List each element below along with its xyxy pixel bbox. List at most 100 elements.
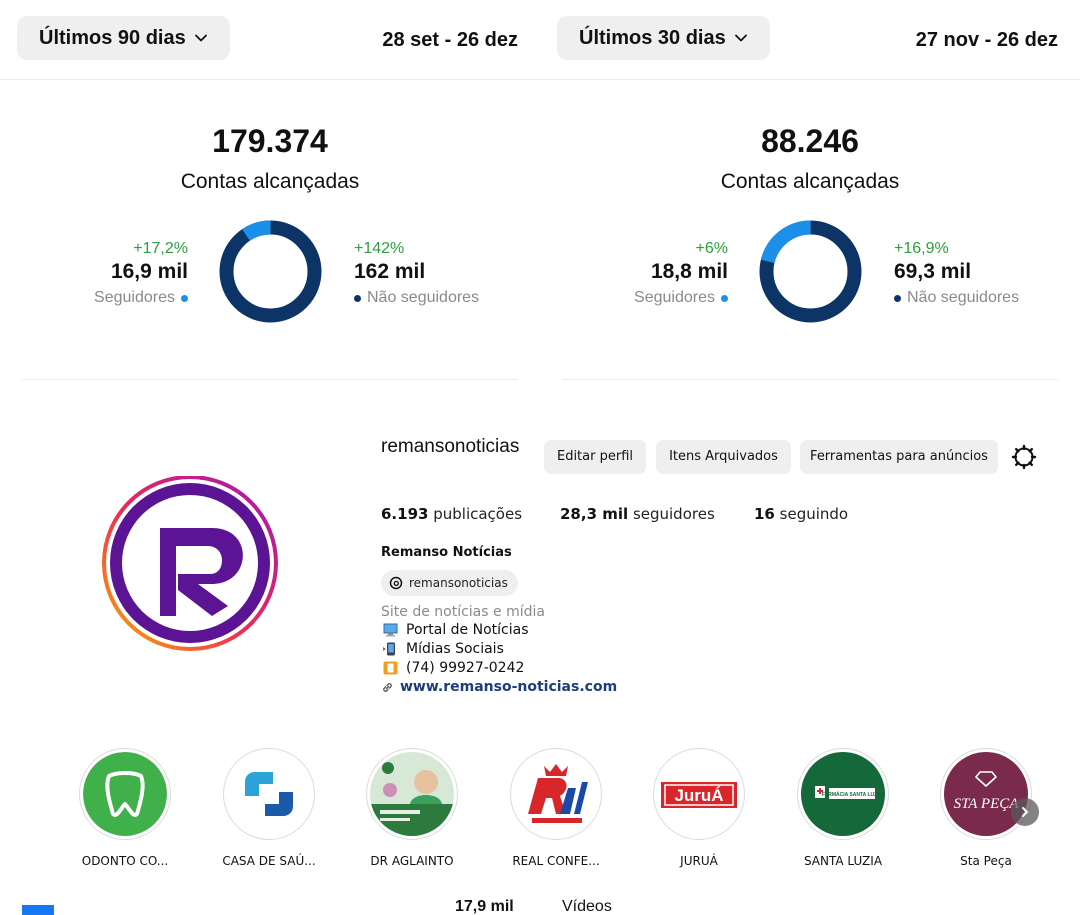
pharmacy-logo-icon: FARMÁCIA SANTA LUZIA xyxy=(801,752,885,836)
remanso-logo xyxy=(102,475,278,651)
videos-label: Vídeos xyxy=(562,898,612,915)
followers-change: +6% xyxy=(695,240,728,257)
edit-profile-button[interactable]: Editar perfil xyxy=(544,440,646,474)
non-followers-label: Não seguidores xyxy=(907,289,1020,306)
non-followers-change: +142% xyxy=(354,240,405,257)
divider xyxy=(22,379,518,380)
followers-value: 18,8 mil xyxy=(650,260,728,283)
profile-display-name: Remanso Notícias xyxy=(381,545,512,560)
highlight-casa-saude[interactable]: CASA DE SAÚ... xyxy=(219,748,319,868)
jurua-logo-icon: JuruÁ xyxy=(657,752,741,836)
highlight-real-confeccoes[interactable]: REAL CONFE... xyxy=(506,748,606,868)
svg-text:JuruÁ: JuruÁ xyxy=(674,786,723,805)
following-number: 16 xyxy=(754,505,775,523)
followers-dot xyxy=(181,294,188,302)
edit-profile-label: Editar perfil xyxy=(556,449,633,464)
profile-website-link[interactable]: www.remanso-noticias.com xyxy=(381,679,617,695)
period-dropdown-30[interactable]: Últimos 30 dias xyxy=(557,16,770,60)
archived-items-button[interactable]: Itens Arquivados xyxy=(656,440,791,474)
bio-line-text: Portal de Notícias xyxy=(406,622,529,638)
sta-peca-logo-icon: STA PEÇA xyxy=(944,752,1028,836)
threads-badge[interactable]: remansonoticias xyxy=(381,570,518,596)
bio-category: Site de notícias e mídia xyxy=(381,604,545,620)
non-followers-stat: +142% 162 mil Não seguidores xyxy=(354,240,479,309)
highlight-odonto[interactable]: ODONTO CO... xyxy=(75,748,175,868)
posts-label: publicações xyxy=(433,505,523,523)
followers-stat: +6% 18,8 mil Seguidores xyxy=(634,240,728,309)
highlight-dr-aglainto[interactable]: DR AGLAINTO xyxy=(362,748,462,868)
ad-tools-label: Ferramentas para anúncios xyxy=(810,449,988,464)
highlights-next-button[interactable] xyxy=(1011,798,1039,826)
followers-dot xyxy=(721,294,728,302)
reach-label: Contas alcançadas xyxy=(180,170,360,193)
settings-gear-icon[interactable] xyxy=(1011,444,1037,470)
following-label: seguindo xyxy=(779,505,849,523)
profile-avatar[interactable] xyxy=(100,475,280,651)
period-label: Últimos 30 dias xyxy=(579,26,726,49)
highlight-name: JURUÁ xyxy=(680,854,718,868)
non-followers-value: 162 mil xyxy=(354,260,426,283)
period-dropdown-90[interactable]: Últimos 90 dias xyxy=(17,16,230,60)
chevron-right-icon xyxy=(1022,807,1029,817)
highlight-name: CASA DE SAÚ... xyxy=(222,854,316,868)
highlight-name: Sta Peça xyxy=(960,854,1012,868)
bio-line-phone: (74) 99927-0242 xyxy=(383,660,524,676)
followers-number: 28,3 mil xyxy=(560,505,629,523)
threads-icon xyxy=(389,576,403,590)
followers-change: +17,2% xyxy=(133,240,188,257)
followers-stat: +17,2% 16,9 mil Seguidores xyxy=(94,240,188,309)
health-logo-icon xyxy=(227,752,311,836)
threads-handle: remansonoticias xyxy=(409,576,508,590)
followers-value: 16,9 mil xyxy=(110,260,188,283)
highlight-santa-luzia[interactable]: FARMÁCIA SANTA LUZIA SANTA LUZIA xyxy=(793,748,893,868)
reach-total: 88.246 xyxy=(761,123,859,159)
videos-count: 17,9 mil xyxy=(455,898,514,915)
bio-line-social: Mídias Sociais xyxy=(383,641,504,657)
period-bar-30: Últimos 30 dias 27 nov - 26 dez xyxy=(540,0,1080,80)
non-followers-segment xyxy=(219,220,322,323)
non-followers-value: 69,3 mil xyxy=(894,260,972,283)
link-icon xyxy=(383,682,392,692)
highlight-name: SANTA LUZIA xyxy=(803,854,883,868)
highlight-jurua[interactable]: JuruÁ JURUÁ xyxy=(649,748,749,868)
svg-text:STA PEÇA: STA PEÇA xyxy=(954,796,1020,812)
date-range: 27 nov - 26 dez xyxy=(915,29,1058,51)
followers-label: Seguidores xyxy=(94,289,175,306)
non-followers-stat: +16,9% 69,3 mil Não seguidores xyxy=(894,240,1019,309)
posts-count[interactable]: 6.193 publicações xyxy=(381,505,522,523)
date-range: 28 set - 26 dez xyxy=(382,29,518,51)
bio-line-text: (74) 99927-0242 xyxy=(406,660,525,676)
doctor-photo-icon xyxy=(370,752,454,836)
chevron-down-icon xyxy=(194,34,207,42)
followers-count[interactable]: 28,3 mil seguidores xyxy=(560,505,715,523)
profile-username: remansonoticias xyxy=(381,436,520,457)
bio-line-text: Mídias Sociais xyxy=(406,641,504,657)
reach-donut-chart xyxy=(759,220,862,323)
phone-icon xyxy=(383,661,398,675)
website-url: www.remanso-noticias.com xyxy=(400,679,618,695)
archived-items-label: Itens Arquivados xyxy=(669,449,778,464)
highlight-name: ODONTO CO... xyxy=(81,854,169,868)
highlight-sta-peca[interactable]: STA PEÇA Sta Peça xyxy=(936,748,1036,868)
following-count[interactable]: 16 seguindo xyxy=(754,505,848,523)
highlight-name: REAL CONFE... xyxy=(512,854,600,868)
posts-number: 6.193 xyxy=(381,505,429,523)
reach-panel-30: 88.246 Contas alcançadas +6% 18,8 mil Se… xyxy=(540,80,1080,380)
reach-donut-chart xyxy=(219,220,322,323)
chevron-down-icon xyxy=(734,34,747,42)
bio-line-portal: Portal de Notícias xyxy=(383,622,529,638)
tooth-logo-icon xyxy=(83,752,167,836)
reach-panel-90: 179.374 Contas alcançadas +17,2% 16,9 mi… xyxy=(0,80,540,380)
non-followers-change: +16,9% xyxy=(894,240,949,257)
followers-count-label: seguidores xyxy=(632,505,715,523)
divider xyxy=(562,379,1058,380)
reach-label: Contas alcançadas xyxy=(720,170,900,193)
followers-segment xyxy=(759,220,862,323)
ad-tools-button[interactable]: Ferramentas para anúncios xyxy=(800,440,998,474)
non-followers-label: Não seguidores xyxy=(367,289,480,306)
followers-segment xyxy=(219,220,322,323)
mobile-phone-icon xyxy=(383,642,395,656)
app-logo-icon xyxy=(22,905,54,915)
non-followers-dot xyxy=(354,294,361,302)
svg-text:FARMÁCIA SANTA LUZIA: FARMÁCIA SANTA LUZIA xyxy=(822,791,883,798)
